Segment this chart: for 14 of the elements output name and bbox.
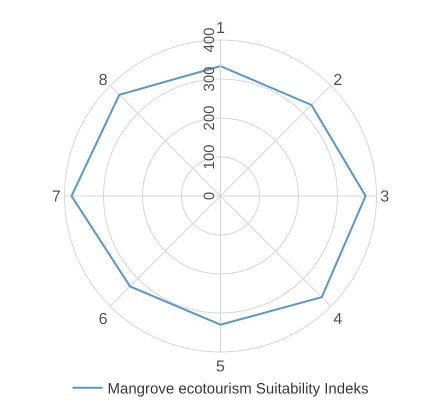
spoke-label: 1	[216, 20, 226, 38]
spoke-label: 8	[98, 72, 108, 89]
spoke-label: 7	[52, 188, 61, 206]
spoke-label: 4	[333, 311, 342, 328]
y-tick-label: 200	[201, 105, 218, 131]
y-tick-label: 0	[201, 192, 218, 200]
y-tick-label: 400	[201, 27, 218, 53]
spoke-label: 6	[98, 311, 108, 328]
spoke-label: 3	[380, 188, 390, 206]
legend-label: Mangrove ecotourism Suitability Indeks	[108, 380, 368, 398]
y-tick-label: 100	[201, 144, 218, 170]
spoke-label: 5	[216, 358, 226, 376]
spoke-label: 2	[333, 72, 342, 89]
y-tick-label: 300	[201, 66, 218, 92]
